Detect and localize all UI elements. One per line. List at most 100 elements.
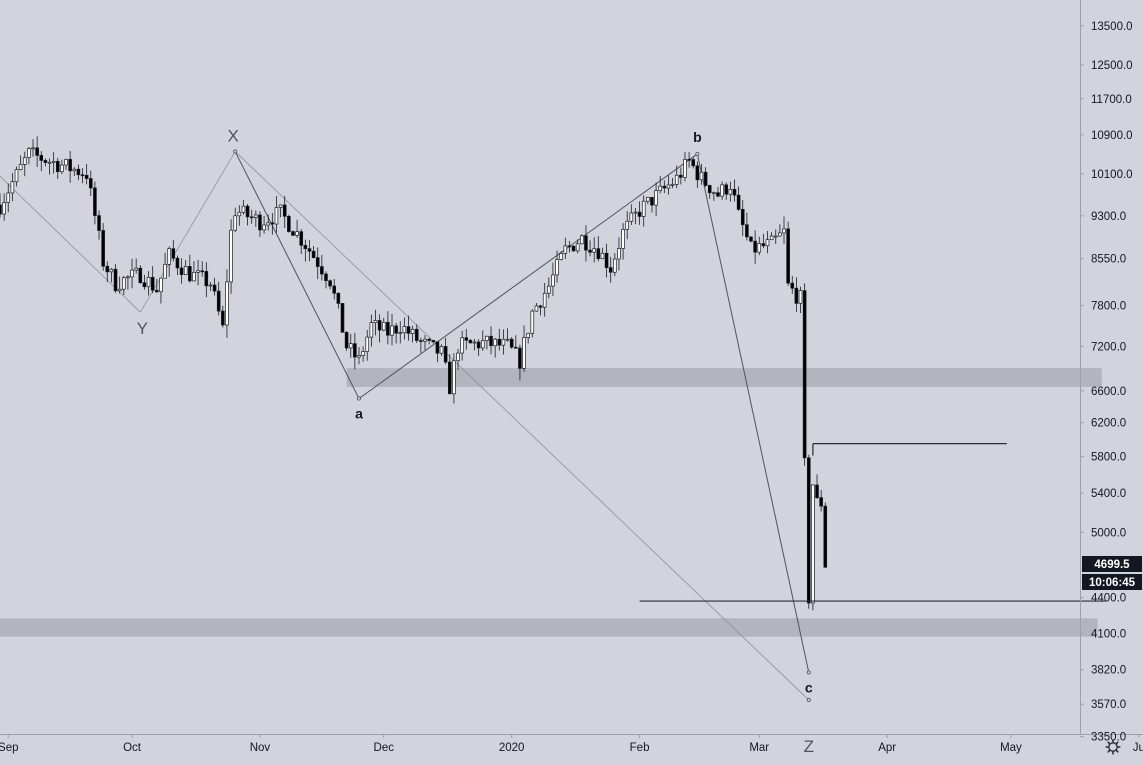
candle-down [435, 341, 440, 354]
candle-up [646, 197, 650, 202]
candle-up [769, 235, 774, 241]
candle-up [641, 200, 646, 217]
wave-point-z [806, 697, 811, 702]
candle-up [22, 157, 27, 165]
candle-down [138, 267, 143, 284]
candle-down [188, 266, 192, 282]
candle-up [225, 281, 229, 326]
time-tick-label: Mar [749, 742, 769, 754]
candle-down [39, 155, 44, 161]
candle-down [171, 248, 176, 259]
candle-up [365, 336, 370, 352]
candle-up [357, 355, 361, 358]
candle-up [126, 276, 130, 279]
candle-down [175, 257, 180, 269]
candle-down [497, 338, 502, 346]
wave-lines [0, 149, 811, 702]
candle-up [493, 338, 497, 347]
candle-up [629, 212, 634, 222]
candle-down [608, 267, 613, 273]
candle-down [745, 224, 749, 238]
gear-icon[interactable] [1105, 739, 1121, 755]
price-tick-label: 6200.0 [1091, 418, 1126, 430]
candle-down [489, 335, 493, 347]
candle-up [47, 161, 52, 164]
wave-line-x-z [234, 151, 810, 701]
price-tick-label: 5800.0 [1091, 452, 1126, 464]
price-tick-label: 3820.0 [1091, 665, 1126, 677]
candle-up [130, 269, 134, 278]
wave-label-x: X [228, 127, 239, 146]
candle-up [121, 277, 126, 290]
candle-up [423, 338, 427, 342]
candle-down [212, 284, 217, 292]
candle-down [567, 245, 572, 248]
candle-down [353, 343, 357, 358]
candle-down [753, 240, 757, 253]
candle-down [43, 160, 48, 163]
candle-down [324, 273, 328, 282]
candle-up [666, 184, 671, 189]
time-tick-label: May [1000, 742, 1022, 754]
candle-up [580, 235, 584, 245]
candle-down [732, 189, 737, 196]
price-axis[interactable]: 13500.0 12500.0 11700.0 10900.0 10100.0 9300.… [1080, 21, 1133, 744]
candle-down [419, 340, 423, 342]
candle-up [254, 214, 258, 218]
candlesticks [0, 136, 828, 611]
price-tick-label: 6600.0 [1091, 386, 1126, 398]
candle-down [287, 216, 291, 232]
candle-up [530, 310, 535, 334]
candle-up [410, 328, 415, 334]
candle-up [109, 268, 114, 273]
price-tick-label: 5000.0 [1091, 527, 1126, 539]
candle-down [394, 325, 398, 334]
candle-up [654, 190, 658, 206]
candle-up [633, 211, 638, 214]
candle-down [336, 292, 341, 304]
candle-up [348, 343, 353, 349]
candle-up [485, 335, 489, 341]
candle-down [724, 184, 729, 195]
candle-up [811, 484, 815, 604]
candle-up [460, 337, 464, 354]
price-tick-label: 10100.0 [1091, 169, 1133, 181]
candle-up [18, 163, 23, 170]
candle-up [559, 253, 563, 260]
wave-label-b: b [693, 129, 702, 145]
candle-down [588, 249, 592, 253]
candle-up [563, 245, 568, 254]
horizontal-lines[interactable] [639, 443, 1106, 602]
wave-line-x-a [234, 151, 360, 399]
price-tick-label: 8550.0 [1091, 254, 1126, 266]
price-tick-label: 3350.0 [1091, 732, 1126, 744]
candle-down [518, 347, 522, 369]
candle-down [691, 159, 696, 167]
candle-up [381, 321, 386, 331]
price-tick-label: 4100.0 [1091, 629, 1126, 641]
time-axis[interactable]: Sep Oct Nov Dec 2020 Feb Mar Apr May Ju [0, 734, 1143, 754]
candle-down [303, 244, 308, 250]
candle-up [712, 192, 716, 195]
candle-up [361, 351, 365, 356]
candle-up [266, 222, 271, 226]
time-tick-label: Ju [1133, 742, 1143, 754]
candle-up [6, 192, 11, 203]
price-tick-label: 4400.0 [1091, 593, 1126, 605]
candle-down [815, 484, 819, 499]
candle-down [736, 194, 741, 210]
wave-line-y-x [139, 151, 236, 313]
candle-up [51, 160, 56, 163]
candle-up [10, 181, 15, 194]
candle-down [447, 361, 452, 395]
candle-down [823, 505, 828, 568]
candle-up [720, 184, 724, 197]
candle-down [513, 346, 518, 349]
candle-up [233, 215, 237, 231]
candle-up [555, 259, 559, 276]
candle-down [179, 267, 184, 275]
candle-down [749, 236, 753, 242]
wave-point-c [806, 670, 811, 675]
